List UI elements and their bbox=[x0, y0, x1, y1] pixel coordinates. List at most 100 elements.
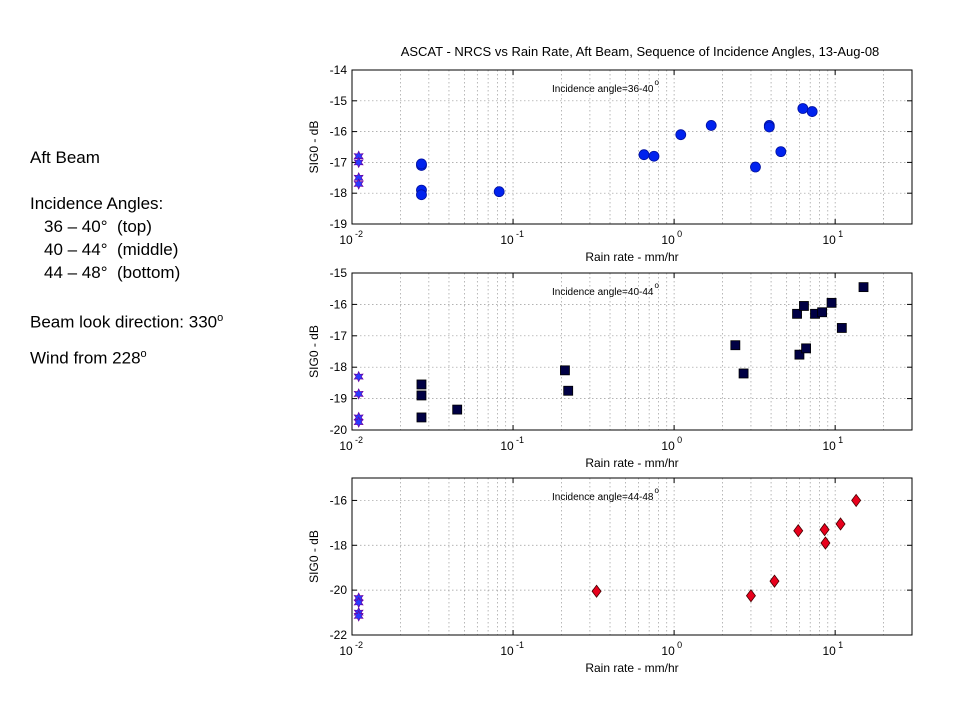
y-tick-label: -17 bbox=[330, 329, 348, 343]
x-axis-label: Rain rate - mm/hr bbox=[585, 456, 678, 470]
chart-title: ASCAT - NRCS vs Rain Rate, Aft Beam, Seq… bbox=[401, 44, 880, 59]
data-point bbox=[452, 404, 463, 415]
star-point bbox=[353, 610, 364, 622]
data-point bbox=[793, 524, 804, 538]
data-point bbox=[819, 522, 830, 537]
incidence-angle-degree: o bbox=[654, 281, 659, 290]
y-tick-label: -18 bbox=[330, 360, 348, 374]
y-tick-label: -17 bbox=[330, 155, 348, 169]
x-tick-label-exponent: -1 bbox=[516, 229, 524, 239]
star-point bbox=[353, 178, 364, 190]
data-point bbox=[416, 412, 427, 423]
incidence-angle-annotation: Incidence angle=44-48 bbox=[552, 492, 654, 503]
data-point bbox=[416, 158, 427, 170]
incidence-angle-annotation: Incidence angle=40-44 bbox=[552, 287, 654, 298]
data-point bbox=[763, 121, 775, 133]
y-tick-label: -22 bbox=[330, 628, 348, 642]
angles-title: Incidence Angles: bbox=[30, 194, 164, 213]
plot-frame bbox=[351, 69, 913, 225]
data-point bbox=[638, 149, 650, 161]
x-tick-label-exponent: -2 bbox=[355, 435, 363, 445]
data-point bbox=[806, 106, 818, 117]
wind-direction-text: Wind from 228 bbox=[30, 348, 141, 368]
x-tick-label: 10 bbox=[661, 644, 675, 658]
data-point bbox=[730, 340, 741, 351]
y-tick-label: -19 bbox=[330, 217, 348, 231]
x-tick-label-exponent: 1 bbox=[838, 229, 843, 239]
star-point bbox=[353, 388, 364, 400]
data-point bbox=[817, 307, 828, 318]
star-point bbox=[353, 416, 364, 428]
x-tick-label: 10 bbox=[500, 233, 514, 247]
data-point bbox=[648, 150, 660, 162]
y-tick-label: -14 bbox=[330, 63, 348, 77]
data-point bbox=[416, 189, 427, 201]
data-point bbox=[836, 323, 847, 333]
y-axis-label: SIG0 - dB bbox=[307, 121, 321, 174]
data-point bbox=[738, 368, 749, 379]
data-point bbox=[563, 385, 574, 396]
angle-line-bottom: 44 – 48° (bottom) bbox=[44, 263, 181, 282]
plot-area bbox=[352, 70, 912, 224]
y-tick-label: -15 bbox=[330, 266, 348, 280]
data-point bbox=[858, 282, 869, 293]
data-point bbox=[750, 161, 761, 173]
x-tick-label-exponent: 1 bbox=[838, 640, 843, 650]
y-tick-label: -20 bbox=[330, 423, 348, 437]
look-direction-degree: o bbox=[217, 312, 224, 324]
data-point bbox=[851, 493, 862, 508]
data-point bbox=[794, 349, 805, 360]
data-point bbox=[493, 186, 505, 198]
x-tick-label: 10 bbox=[500, 644, 514, 658]
y-tick-label: -15 bbox=[330, 94, 348, 108]
plot-area bbox=[352, 478, 912, 635]
x-tick-label-exponent: -2 bbox=[355, 229, 363, 239]
plot-frame bbox=[351, 272, 913, 431]
plot-area bbox=[352, 273, 912, 430]
x-tick-label: 10 bbox=[339, 233, 353, 247]
x-tick-label: 10 bbox=[661, 233, 675, 247]
data-point bbox=[675, 129, 687, 141]
y-tick-label: -18 bbox=[330, 538, 348, 552]
x-tick-label: 10 bbox=[339, 439, 353, 453]
x-tick-label: 10 bbox=[661, 439, 675, 453]
x-tick-label: 10 bbox=[339, 644, 353, 658]
y-tick-label: -16 bbox=[330, 493, 348, 507]
data-point bbox=[799, 301, 809, 311]
angle-line-middle: 40 – 44° (middle) bbox=[44, 240, 179, 259]
data-point bbox=[416, 379, 427, 390]
data-point bbox=[591, 584, 602, 598]
y-tick-label: -20 bbox=[330, 583, 348, 597]
x-tick-label: 10 bbox=[822, 439, 836, 453]
data-point bbox=[416, 390, 427, 401]
data-point bbox=[745, 589, 756, 603]
wind-direction: Wind from 228o bbox=[30, 343, 290, 370]
x-axis-label: Rain rate - mm/hr bbox=[585, 661, 678, 675]
x-tick-label-exponent: 0 bbox=[677, 435, 682, 445]
beam-label: Aft Beam bbox=[30, 148, 100, 167]
data-point bbox=[775, 146, 787, 158]
look-direction: Beam look direction: 330o bbox=[30, 307, 290, 334]
side-panel: Aft Beam Incidence Angles: 36 – 40° (top… bbox=[30, 146, 290, 369]
incidence-angle-degree: o bbox=[654, 486, 659, 495]
x-tick-label: 10 bbox=[500, 439, 514, 453]
data-point bbox=[835, 517, 846, 531]
x-tick-label-exponent: 0 bbox=[677, 640, 682, 650]
data-point bbox=[792, 308, 802, 319]
y-tick-label: -19 bbox=[330, 392, 348, 406]
angle-line-top: 36 – 40° (top) bbox=[44, 217, 152, 236]
y-axis-label: SIG0 - dB bbox=[307, 530, 321, 583]
data-point bbox=[560, 365, 570, 376]
incidence-angle-annotation: Incidence angle=36-40 bbox=[552, 84, 654, 95]
data-point bbox=[826, 297, 837, 308]
data-point bbox=[769, 574, 780, 588]
incidence-angle-degree: o bbox=[654, 78, 659, 87]
data-point bbox=[820, 536, 831, 550]
x-tick-label-exponent: 0 bbox=[677, 229, 682, 239]
x-tick-label-exponent: -1 bbox=[516, 435, 524, 445]
